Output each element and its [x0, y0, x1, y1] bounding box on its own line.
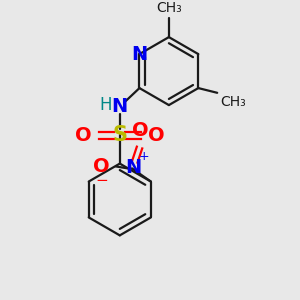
Text: −: −	[95, 173, 108, 188]
Text: O: O	[75, 126, 92, 145]
Text: N: N	[125, 158, 141, 177]
Text: H: H	[100, 96, 112, 114]
Text: CH₃: CH₃	[220, 95, 246, 109]
Text: +: +	[139, 150, 149, 163]
Text: S: S	[112, 125, 127, 145]
Text: CH₃: CH₃	[156, 2, 182, 15]
Text: N: N	[112, 98, 128, 116]
Text: O: O	[93, 157, 109, 176]
Text: O: O	[148, 126, 165, 145]
Text: N: N	[131, 45, 148, 64]
Text: O: O	[132, 121, 149, 140]
